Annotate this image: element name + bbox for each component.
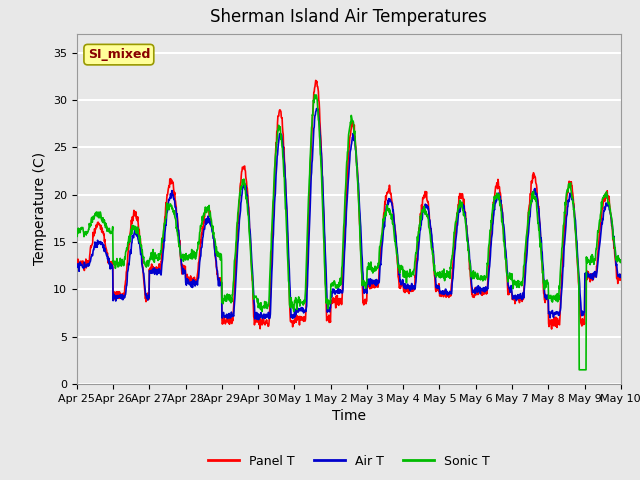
Legend: Panel T, Air T, Sonic T: Panel T, Air T, Sonic T xyxy=(203,450,495,473)
Panel T xyxy=(434,285,442,291)
Panel T xyxy=(194,270,202,276)
Panel T xyxy=(255,317,262,323)
X-axis label: Time: Time xyxy=(332,409,366,423)
Air T xyxy=(180,268,188,274)
Y-axis label: Temperature (C): Temperature (C) xyxy=(33,152,47,265)
Sonic T xyxy=(194,246,202,252)
Sonic T xyxy=(311,92,319,98)
Panel T xyxy=(505,285,513,291)
Panel T xyxy=(180,265,188,271)
Panel T xyxy=(312,77,319,83)
Sonic T xyxy=(617,257,625,263)
Line: Air T: Air T xyxy=(77,108,621,320)
Sonic T xyxy=(505,275,513,281)
Air T xyxy=(194,278,202,284)
Panel T xyxy=(548,326,556,332)
Air T xyxy=(505,285,513,290)
Air T xyxy=(617,273,625,278)
Text: SI_mixed: SI_mixed xyxy=(88,48,150,61)
Line: Sonic T: Sonic T xyxy=(77,95,621,370)
Panel T xyxy=(617,272,625,277)
Sonic T xyxy=(180,253,188,259)
Air T xyxy=(73,263,81,268)
Air T xyxy=(434,283,442,289)
Sonic T xyxy=(553,294,561,300)
Air T xyxy=(313,106,321,111)
Sonic T xyxy=(255,303,262,309)
Air T xyxy=(255,317,262,323)
Air T xyxy=(255,314,263,320)
Panel T xyxy=(553,324,561,330)
Sonic T xyxy=(73,230,81,236)
Sonic T xyxy=(575,367,583,372)
Title: Sherman Island Air Temperatures: Sherman Island Air Temperatures xyxy=(211,9,487,26)
Air T xyxy=(553,311,561,316)
Line: Panel T: Panel T xyxy=(77,80,621,329)
Panel T xyxy=(73,257,81,263)
Sonic T xyxy=(434,271,442,277)
